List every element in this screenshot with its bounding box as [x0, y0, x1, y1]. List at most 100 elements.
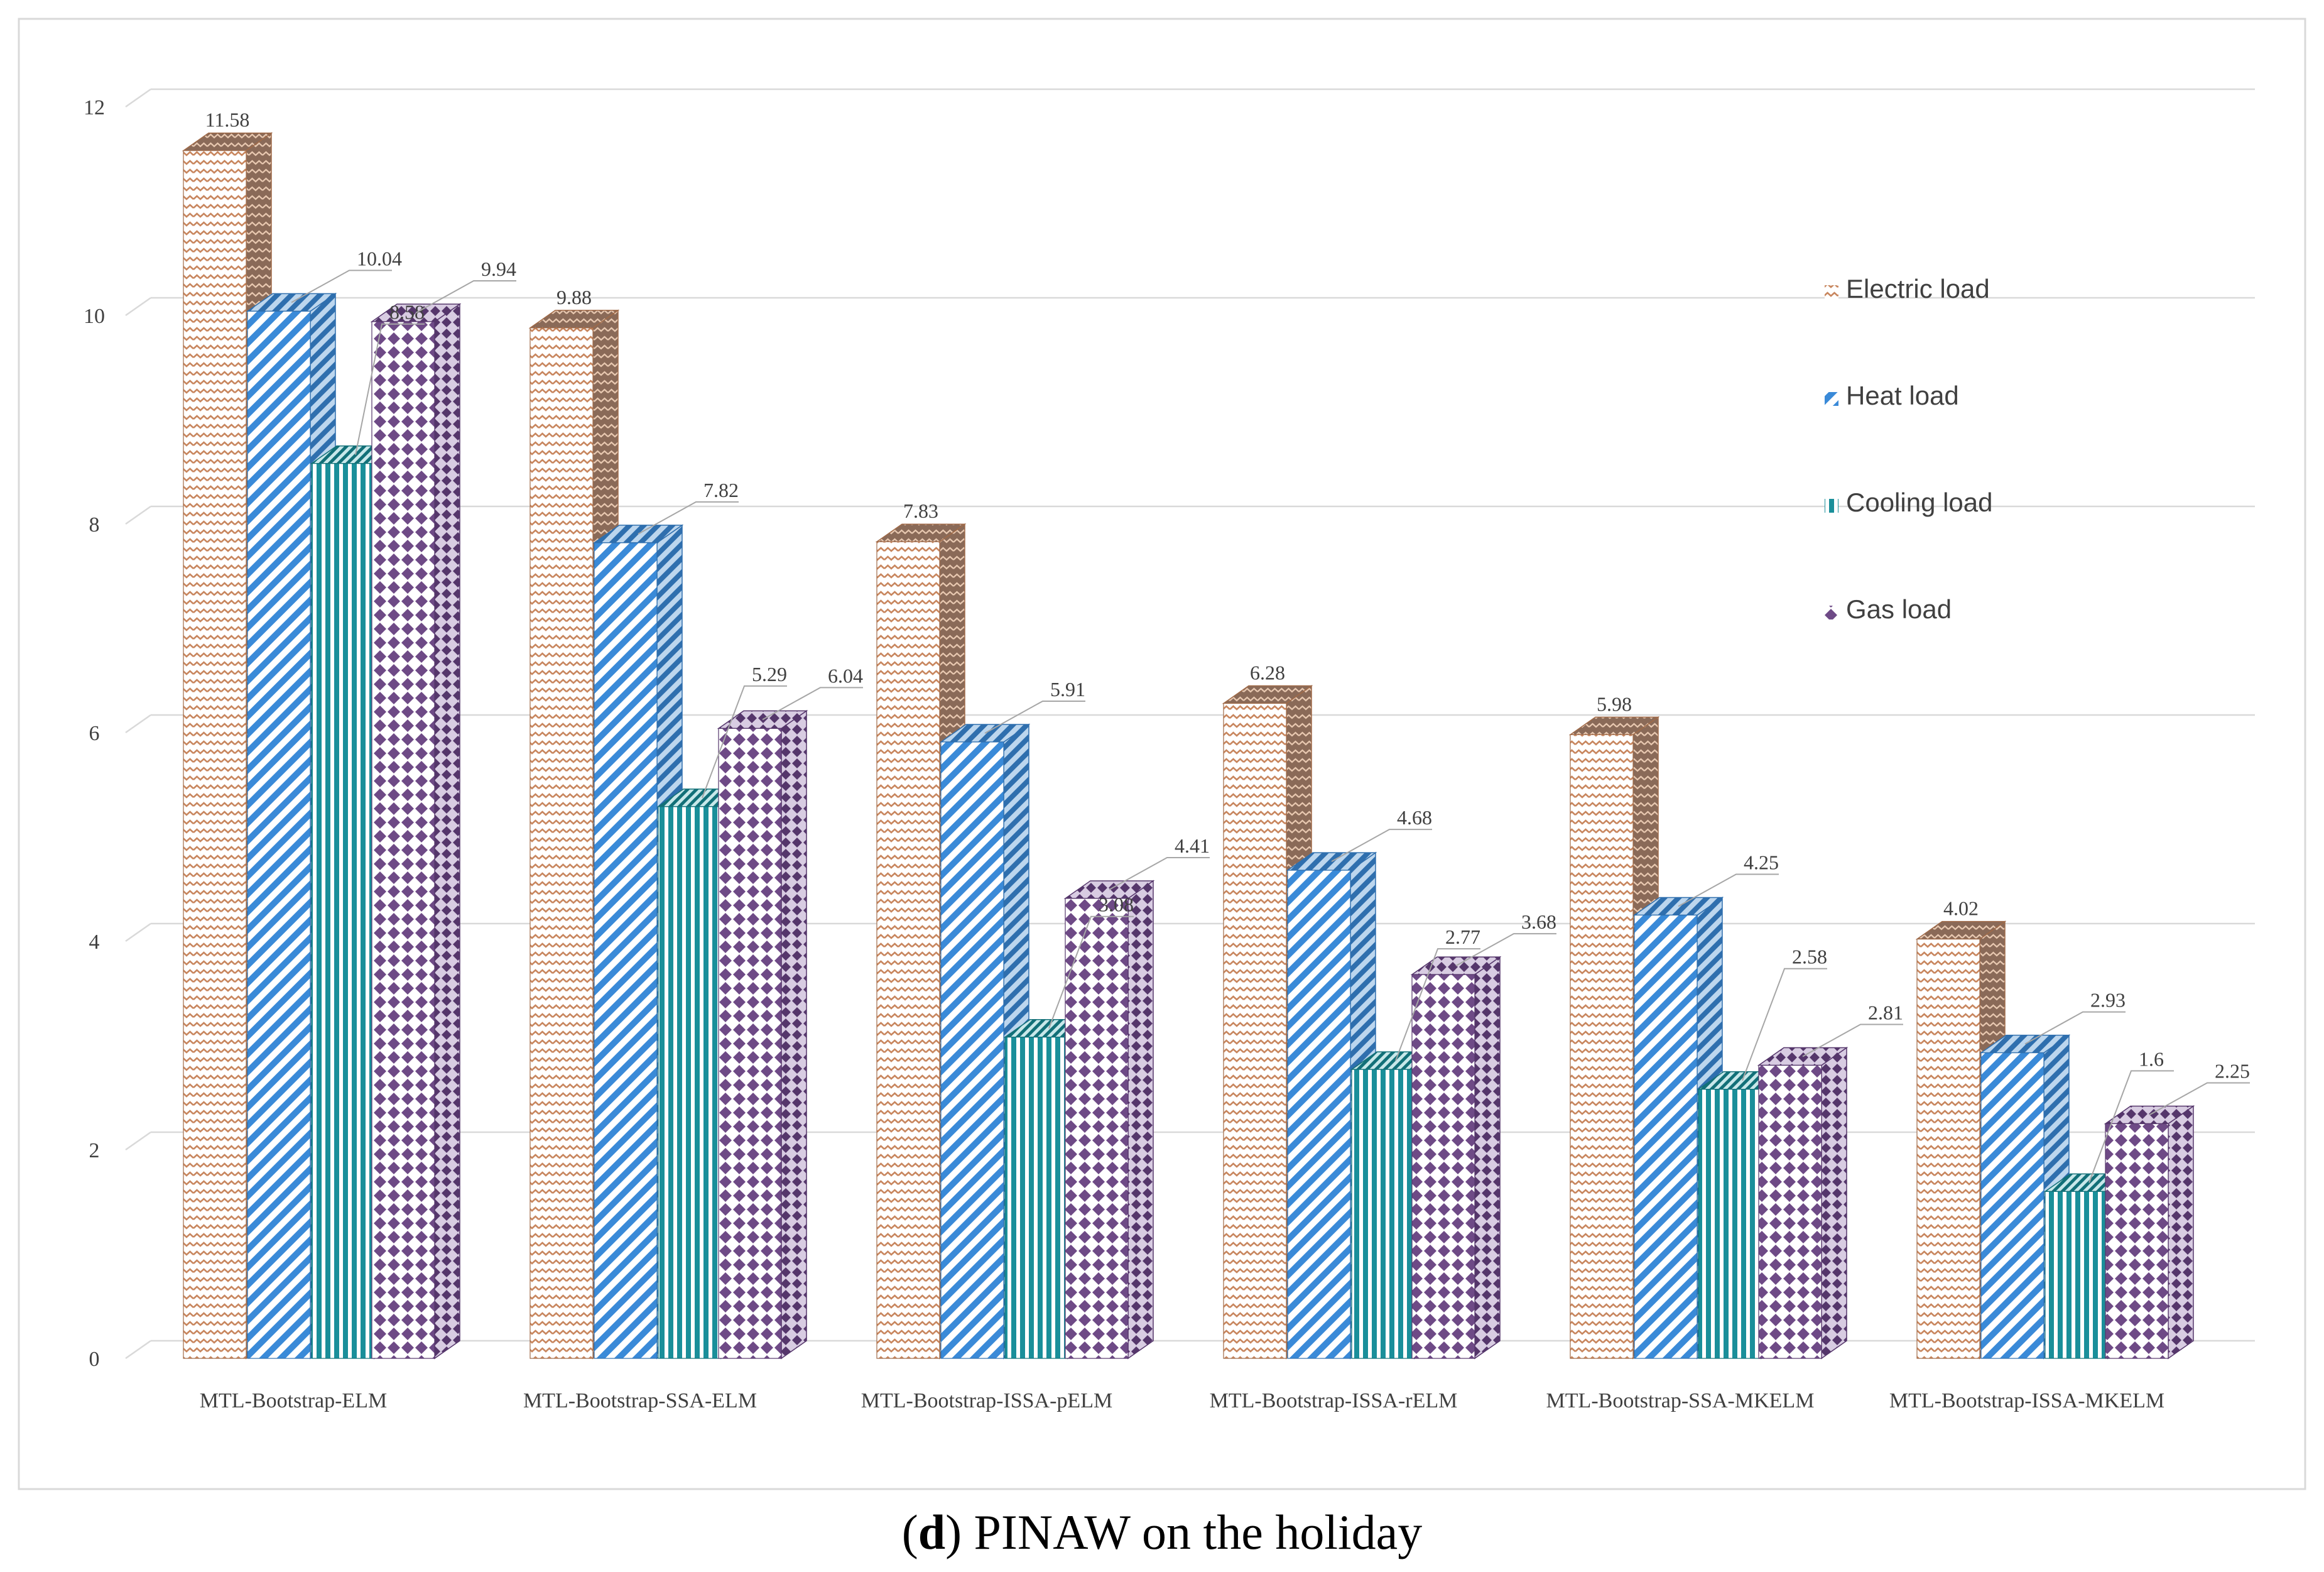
data-label-electric-load-mtl-bootstrap-issa-mkelm: 4.02 — [1943, 897, 1979, 920]
legend-swatch — [1825, 499, 1838, 513]
data-label-leader — [2024, 1011, 2126, 1045]
data-label-gas-load-mtl-bootstrap-ssa-elm: 6.04 — [828, 664, 863, 687]
legend-swatch — [1825, 606, 1838, 620]
data-label-leader — [1331, 829, 1432, 862]
data-labels: 11.58 10.04 8.58 9.94 9.88 7.82 5.29 6.04 7.83 5.… — [205, 109, 2250, 1183]
gridline-diagonal-0 — [125, 1340, 151, 1360]
data-label-gas-load-mtl-bootstrap-ssa-mkelm: 2.81 — [1868, 1002, 1903, 1024]
gridline-diagonal-8 — [125, 505, 151, 525]
data-label-leader — [291, 270, 392, 303]
x-category-label-mtl-bootstrap-issa-mkelm: MTL-Bootstrap-ISSA-MKELM — [1889, 1389, 2164, 1412]
bar-front-face — [1698, 1089, 1762, 1359]
bar-gas-load-mtl-bootstrap-issa-relm — [1410, 956, 1502, 1360]
bar-front-face — [311, 463, 375, 1359]
data-label-cooling-load-mtl-bootstrap-elm: 8.58 — [389, 301, 425, 324]
bar-gas-load-mtl-bootstrap-ssa-elm — [717, 709, 808, 1360]
x-category-label-mtl-bootstrap-elm: MTL-Bootstrap-ELM — [200, 1389, 387, 1412]
figure-caption: (d) PINAW on the holiday — [902, 1505, 1423, 1559]
bar-front-face — [1287, 870, 1351, 1359]
y-tick-label-0: 0 — [89, 1348, 100, 1371]
data-label-heat-load-mtl-bootstrap-ssa-elm: 7.82 — [703, 479, 739, 501]
bar-side-face — [434, 303, 460, 1360]
bar-front-face — [1634, 914, 1698, 1359]
y-tick-label-6: 6 — [89, 722, 100, 745]
data-label-cooling-load-mtl-bootstrap-issa-pelm: 3.08 — [1099, 893, 1134, 916]
bar-gas-load-mtl-bootstrap-ssa-mkelm — [1757, 1047, 1849, 1360]
bar-gas-load-mtl-bootstrap-elm — [370, 303, 462, 1360]
data-label-cooling-load-mtl-bootstrap-ssa-mkelm: 2.58 — [1792, 946, 1827, 968]
data-label-leader — [638, 501, 739, 535]
data-label-heat-load-mtl-bootstrap-ssa-mkelm: 4.25 — [1744, 851, 1779, 874]
data-label-electric-load-mtl-bootstrap-issa-relm: 6.28 — [1250, 662, 1285, 684]
gridline-diagonal-6 — [125, 714, 151, 734]
data-label-gas-load-mtl-bootstrap-issa-pelm: 4.41 — [1175, 834, 1210, 857]
bar-front-face — [1411, 974, 1475, 1359]
bar-side-face — [2168, 1105, 2194, 1360]
legend-item-electric-load: Electric load — [1825, 274, 1990, 303]
bar-front-face — [1980, 1052, 2044, 1359]
data-label-cooling-load-mtl-bootstrap-issa-mkelm: 1.6 — [2139, 1047, 2164, 1070]
bar-front-face — [1570, 734, 1634, 1359]
legend-swatch — [1825, 285, 1838, 299]
bar-front-face — [940, 741, 1004, 1359]
x-category-label-mtl-bootstrap-ssa-mkelm: MTL-Bootstrap-SSA-MKELM — [1546, 1389, 1815, 1412]
data-label-heat-load-mtl-bootstrap-issa-pelm: 5.91 — [1050, 678, 1085, 701]
data-label-leader — [762, 687, 863, 721]
y-tick-label-12: 12 — [84, 96, 105, 119]
bar-front-face — [1351, 1069, 1415, 1359]
data-label-leader — [2149, 1082, 2250, 1116]
bar-series — [182, 132, 2195, 1360]
legend-label: Cooling load — [1846, 488, 1993, 517]
bar-front-face — [594, 542, 658, 1359]
bar-front-face — [1916, 939, 1980, 1359]
data-label-leader — [2088, 1070, 2174, 1183]
legend-label: Electric load — [1846, 274, 1990, 303]
y-tick-label-2: 2 — [89, 1139, 100, 1162]
caption-letter: d — [918, 1505, 945, 1559]
bar-front-face — [718, 728, 782, 1359]
bar-side-face — [1821, 1047, 1847, 1360]
data-label-electric-load-mtl-bootstrap-issa-pelm: 7.83 — [903, 499, 938, 522]
data-label-cooling-load-mtl-bootstrap-issa-relm: 2.77 — [1445, 925, 1480, 948]
bar-front-face — [183, 150, 247, 1359]
caption-open: ( — [902, 1505, 918, 1559]
bar-gas-load-mtl-bootstrap-issa-mkelm — [2104, 1105, 2195, 1360]
data-label-heat-load-mtl-bootstrap-issa-relm: 4.68 — [1397, 806, 1432, 829]
data-label-leader — [1742, 968, 1827, 1081]
data-label-heat-load-mtl-bootstrap-elm: 10.04 — [357, 247, 402, 270]
bar-side-face — [1127, 880, 1154, 1360]
y-axis-tick-labels: 0 2 4 6 8 10 12 — [84, 96, 105, 1371]
data-label-leader — [1678, 873, 1779, 907]
gridlines — [125, 88, 2255, 1360]
data-label-electric-load-mtl-bootstrap-ssa-mkelm: 5.98 — [1597, 692, 1632, 715]
bar-front-face — [1223, 702, 1287, 1359]
bar-front-face — [1004, 1037, 1068, 1359]
data-label-gas-load-mtl-bootstrap-elm: 9.94 — [481, 258, 516, 280]
bar-front-face — [1065, 898, 1129, 1359]
bar-front-face — [1758, 1064, 1822, 1359]
legend-label: Heat load — [1846, 381, 1959, 410]
x-category-label-mtl-bootstrap-issa-relm: MTL-Bootstrap-ISSA-rELM — [1210, 1389, 1458, 1412]
data-label-electric-load-mtl-bootstrap-ssa-elm: 9.88 — [557, 286, 592, 308]
bar-gas-load-mtl-bootstrap-issa-pelm — [1063, 880, 1155, 1360]
data-label-leader — [1109, 856, 1210, 890]
data-label-leader — [415, 280, 516, 314]
bar-front-face — [2105, 1123, 2169, 1359]
data-label-leader — [1455, 933, 1556, 966]
y-tick-label-8: 8 — [89, 513, 100, 537]
caption-text: ) PINAW on the holiday — [945, 1505, 1422, 1559]
data-label-leader — [355, 323, 425, 455]
legend-item-gas-load: Gas load — [1825, 594, 1952, 624]
bar-front-face — [876, 541, 940, 1359]
data-label-leader — [1048, 915, 1134, 1029]
x-axis-category-labels: MTL-Bootstrap-ELM MTL-Bootstrap-SSA-ELM MT… — [200, 1389, 2164, 1412]
bar-front-face — [371, 321, 435, 1359]
gridline-diagonal-2 — [125, 1131, 151, 1151]
gridline-diagonal-4 — [125, 922, 151, 942]
legend-swatch — [1825, 392, 1838, 406]
x-category-label-mtl-bootstrap-issa-pelm: MTL-Bootstrap-ISSA-pELM — [861, 1389, 1112, 1412]
gridline-diagonal-12 — [125, 88, 151, 108]
y-tick-label-10: 10 — [84, 305, 105, 328]
legend-item-heat-load: Heat load — [1825, 381, 1959, 410]
